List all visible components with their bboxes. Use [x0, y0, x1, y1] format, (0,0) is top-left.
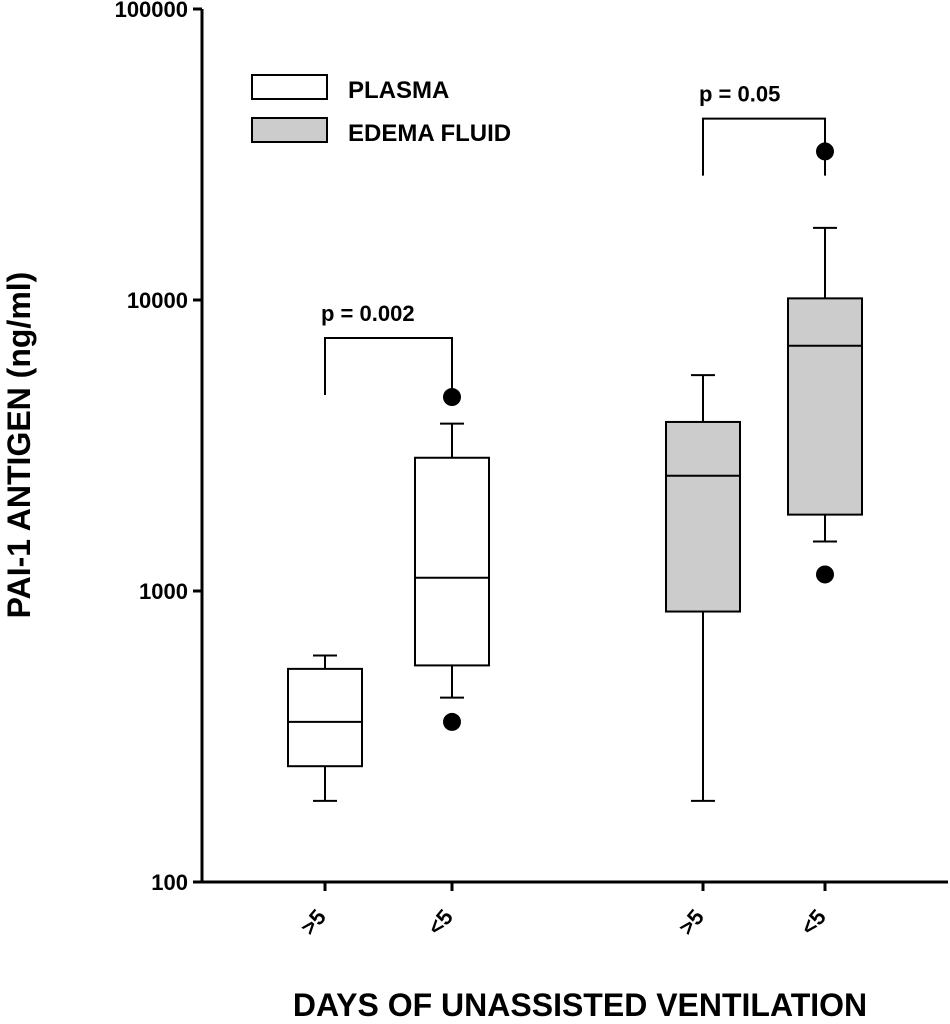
outlier-point — [443, 712, 461, 731]
p-value-bracket: p = 0.05 — [699, 82, 826, 176]
bracket-line — [324, 337, 453, 396]
legend: PLASMA EDEMA FLUID — [251, 74, 511, 147]
legend-swatch-plasma — [251, 74, 328, 100]
box-edema-fluid-lt5 — [787, 142, 863, 584]
legend-label-plasma: PLASMA — [348, 77, 449, 104]
x-tick-label: >5 — [296, 905, 331, 940]
significance-brackets: p = 0.002 p = 0.05 — [321, 82, 826, 396]
y-ticks: 100 1000 10000 100000 — [115, 0, 202, 895]
iqr-box — [414, 456, 490, 667]
x-tick-label: <5 — [423, 905, 458, 940]
box-plasma-gt5 — [287, 654, 363, 802]
p-value-bracket: p = 0.002 — [321, 301, 453, 396]
y-tick-label: 10000 — [127, 288, 188, 313]
y-tick-label: 100 — [151, 870, 188, 895]
box-plots — [287, 142, 863, 802]
box-plasma-lt5 — [414, 388, 490, 731]
legend-swatch-edema — [251, 117, 328, 143]
outlier-point — [816, 565, 834, 584]
iqr-box — [287, 667, 363, 768]
p-value-label: p = 0.05 — [699, 82, 780, 107]
p-value-label: p = 0.002 — [321, 301, 415, 326]
x-tick-label: <5 — [796, 905, 831, 940]
y-axis-title: PAI-1 ANTIGEN (ng/ml) — [1, 272, 37, 619]
x-axis-title: DAYS OF UNASSISTED VENTILATION — [293, 987, 867, 1023]
y-tick-label: 1000 — [139, 579, 188, 604]
outlier-point — [443, 388, 461, 407]
bracket-line — [702, 117, 826, 176]
x-ticks: >5 <5 >5 <5 — [296, 882, 831, 940]
y-tick-label: 100000 — [115, 0, 188, 22]
box-edema-fluid-gt5 — [665, 374, 741, 802]
iqr-box — [665, 420, 741, 613]
legend-label-edema: EDEMA FLUID — [348, 120, 511, 147]
x-tick-label: >5 — [674, 905, 709, 940]
iqr-box — [787, 297, 863, 516]
